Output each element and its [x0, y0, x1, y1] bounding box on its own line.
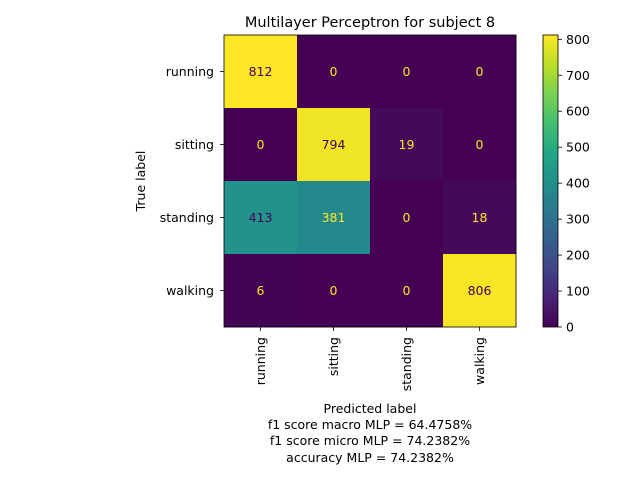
matrix-cell [224, 254, 298, 328]
matrix-cell [297, 108, 371, 182]
cell-value-label: 0 [403, 210, 411, 225]
y-axis-ticks: running sitting standing walking [160, 64, 224, 298]
y-tick-label: running [166, 64, 214, 79]
colorbar-tick-label: 800 [566, 32, 590, 47]
x-axis-ticks: running sitting standing walking [253, 327, 487, 391]
colorbar-tick-label: 600 [566, 104, 590, 119]
cell-value-label: 381 [322, 210, 346, 225]
y-tick-label: walking [166, 283, 214, 298]
matrix-cell [370, 254, 444, 328]
colorbar-tick-label: 0 [566, 320, 574, 335]
colorbar-tick-label: 100 [566, 284, 590, 299]
cell-value-label: 0 [257, 137, 265, 152]
matrix-cell [297, 35, 371, 109]
colorbar-frame [542, 34, 559, 328]
x-tick-label: walking [472, 337, 487, 385]
matrix-cell [297, 254, 371, 328]
cell-value-label: 18 [472, 210, 488, 225]
cell-value-label: 794 [322, 137, 346, 152]
cell-value-label: 19 [399, 137, 415, 152]
matrix-frame [223, 34, 517, 328]
cell-value-label: 6 [257, 283, 265, 298]
matrix-cells [224, 35, 517, 328]
x-axis-label: Predicted label [324, 401, 417, 416]
metrics-footer: f1 score macro MLP = 64.4758% f1 score m… [268, 417, 472, 465]
matrix-cell [443, 108, 517, 182]
accuracy-text: accuracy MLP = 74.2382% [286, 450, 454, 465]
cell-value-label: 0 [476, 137, 484, 152]
matrix-cell [370, 181, 444, 255]
f1-micro-text: f1 score micro MLP = 74.2382% [270, 433, 470, 448]
matrix-cell [370, 108, 444, 182]
colorbar-tick-label: 700 [566, 68, 590, 83]
matrix-cell [443, 35, 517, 109]
x-tick-label: sitting [326, 337, 341, 376]
colorbar-gradient [543, 35, 558, 327]
matrix-cell [443, 254, 517, 328]
matrix-cell-labels: 812 0 0 0 0 794 19 0 413 381 0 18 6 0 0 806 [249, 64, 492, 298]
matrix-cell [297, 181, 371, 255]
matrix-cell [370, 35, 444, 109]
matrix-cell [224, 181, 298, 255]
chart-title: Multilayer Perceptron for subject 8 [245, 15, 495, 31]
x-tick-label: standing [399, 337, 414, 391]
colorbar-tick-label: 200 [566, 248, 590, 263]
cell-value-label: 0 [403, 64, 411, 79]
colorbar-tick-label: 300 [566, 212, 590, 227]
colorbar-tick-label: 500 [566, 140, 590, 155]
cell-value-label: 0 [476, 64, 484, 79]
cell-value-label: 0 [403, 283, 411, 298]
matrix-cell [224, 35, 298, 109]
y-tick-label: sitting [175, 137, 214, 152]
y-tick-label: standing [160, 210, 214, 225]
colorbar-tick-label: 400 [566, 176, 590, 191]
cell-value-label: 0 [330, 64, 338, 79]
cell-value-label: 806 [468, 283, 492, 298]
matrix-cell [224, 108, 298, 182]
x-tick-label: running [253, 337, 268, 385]
colorbar: 0 100 200 300 400 500 600 700 800 [542, 32, 590, 335]
cell-value-label: 0 [330, 283, 338, 298]
cell-value-label: 413 [249, 210, 273, 225]
cell-value-label: 812 [249, 64, 273, 79]
y-axis-label: True label [133, 151, 148, 213]
f1-macro-text: f1 score macro MLP = 64.4758% [268, 417, 472, 432]
matrix-cell [443, 181, 517, 255]
colorbar-ticks: 0 100 200 300 400 500 600 700 800 [558, 32, 590, 335]
